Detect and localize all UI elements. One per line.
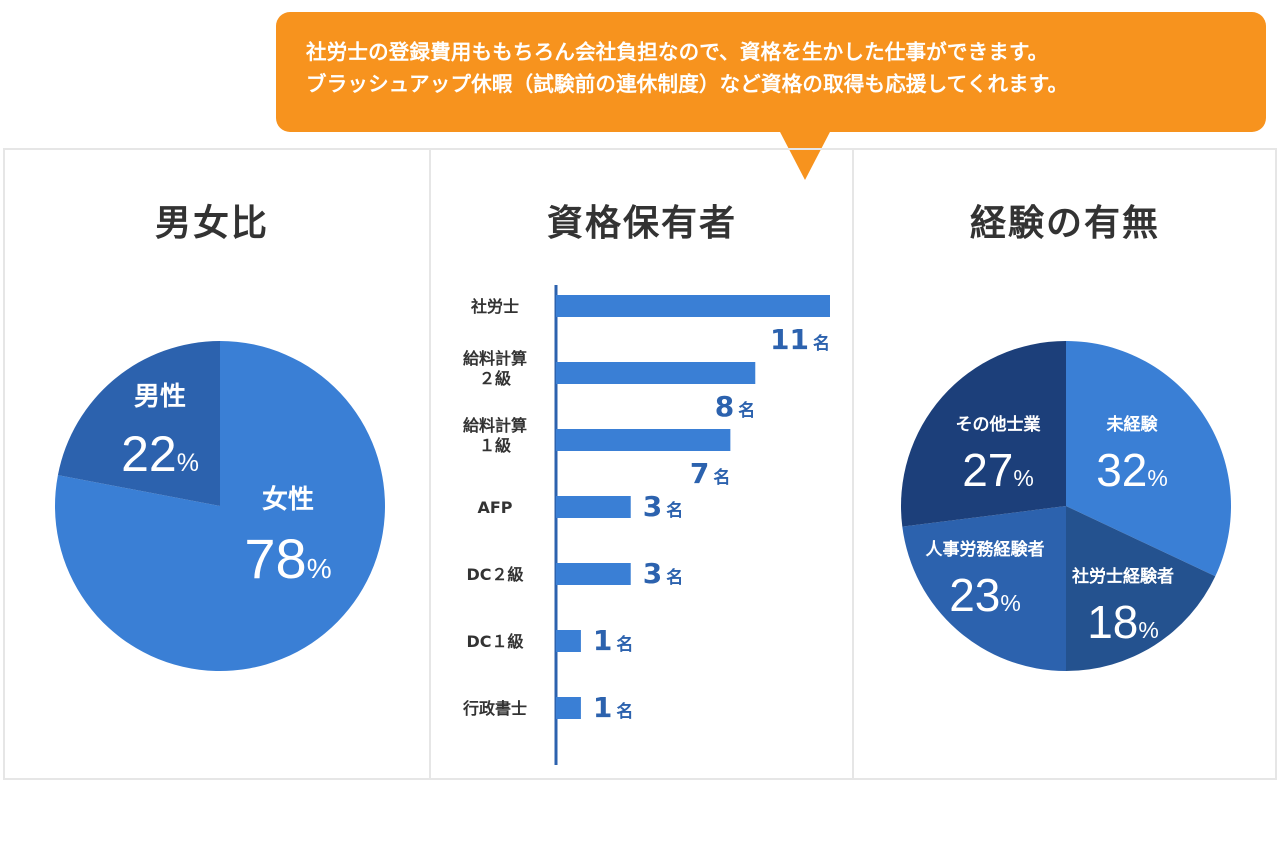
bar-unit: 名: [738, 400, 755, 421]
category-label: AFP: [477, 498, 512, 517]
bar-value-label: 11 名: [770, 323, 830, 356]
gender-panel-title: 男女比: [154, 203, 269, 244]
slice-label: 未経験: [1106, 414, 1159, 435]
slice-unit: %: [1000, 590, 1020, 616]
bar: [556, 563, 631, 585]
slice-label: 人事労務経験者: [926, 539, 1045, 560]
pie-slice: [54, 341, 385, 671]
slice-label: 女性: [262, 484, 314, 515]
slice-unit: %: [1138, 617, 1158, 643]
bar-unit: 名: [666, 567, 683, 588]
bar-unit: 名: [616, 634, 633, 655]
stats-panels: [3, 148, 1277, 780]
category-label: 給料計算: [463, 349, 527, 368]
pie-slice: [1066, 506, 1216, 671]
slice-value: 78%: [244, 527, 331, 590]
bar: [556, 697, 581, 719]
category-label: DC２級: [466, 565, 523, 584]
bar: [556, 295, 830, 317]
category-label: 社労士: [470, 297, 519, 316]
category-label: DC１級: [466, 632, 523, 651]
slice-unit: %: [177, 449, 199, 477]
slice-label: 社労士経験者: [1071, 566, 1174, 587]
pie-slice: [900, 341, 1066, 527]
category-label: 行政書士: [462, 699, 527, 718]
panel-divider: [429, 148, 431, 780]
slice-unit: %: [307, 553, 332, 584]
pie-slice: [1066, 341, 1232, 577]
qualification-panel-title: 資格保有者: [546, 203, 737, 244]
bar-unit: 名: [616, 701, 633, 722]
bar: [556, 429, 731, 451]
pie-slice: [57, 341, 220, 506]
callout-line-1: 社労士の登録費用ももちろん会社負担なので、資格を生かした仕事ができます。: [306, 40, 1049, 64]
slice-unit: %: [1147, 465, 1167, 491]
slice-unit: %: [1013, 465, 1033, 491]
experience-panel-title: 経験の有無: [969, 203, 1160, 244]
category-label: １級: [479, 436, 511, 455]
bar-unit: 名: [813, 333, 830, 354]
bar-unit: 名: [666, 500, 683, 521]
category-label: 給料計算: [463, 416, 527, 435]
category-label: ２級: [479, 369, 511, 388]
bar-unit: 名: [713, 467, 730, 488]
callout-line-2: ブラッシュアップ休暇（試験前の連休制度）など資格の取得も応援してくれます。: [306, 72, 1069, 96]
slice-label: 男性: [134, 382, 186, 412]
slice-label: その他士業: [956, 414, 1041, 435]
bar: [556, 362, 756, 384]
panel-divider: [852, 148, 854, 780]
info-callout: 社労士の登録費用ももちろん会社負担なので、資格を生かした仕事ができます。 ブラッ…: [276, 12, 1266, 132]
bar: [556, 630, 581, 652]
callout-tail: [779, 130, 831, 180]
bar: [556, 496, 631, 518]
pie-slice: [902, 506, 1066, 671]
slice-value: 27%: [962, 444, 1034, 496]
